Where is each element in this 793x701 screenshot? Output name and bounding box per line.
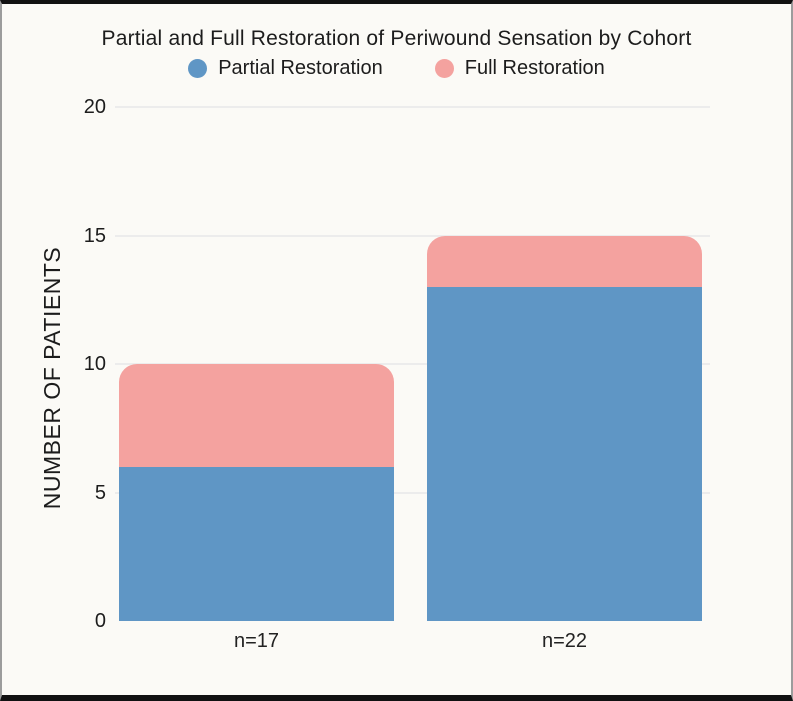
legend: Partial Restoration Full Restoration	[2, 57, 791, 80]
chart-title: Partial and Full Restoration of Periwoun…	[101, 27, 692, 50]
legend-dot-icon	[188, 59, 208, 78]
legend-label: Partial Restoration	[218, 57, 383, 79]
y-tick-label: 0	[94, 610, 106, 632]
y-tick-label: 20	[83, 96, 106, 118]
legend-dot-icon	[434, 59, 454, 78]
legend-item-partial-restoration: Partial Restoration	[188, 57, 383, 80]
legend-label: Full Restoration	[464, 57, 605, 79]
bar-segment-full-restoration	[427, 235, 702, 287]
gridline-y5	[115, 491, 710, 494]
x-tick-label: n=22	[541, 630, 588, 652]
y-tick-label: 10	[83, 353, 106, 375]
legend-item-full-restoration: Full Restoration	[434, 57, 605, 80]
gridline-y20	[115, 106, 710, 108]
bar-segment-full-restoration	[119, 364, 394, 467]
bar-n22	[427, 235, 702, 621]
y-tick-label: 15	[83, 224, 106, 247]
bar-segment-partial-restoration	[119, 466, 394, 621]
x-tick-label: n=17	[233, 630, 280, 652]
bar-n17	[119, 364, 394, 621]
bar-segment-partial-restoration	[427, 286, 702, 621]
y-tick-label: 5	[94, 481, 106, 504]
gridline-y15	[115, 234, 710, 237]
gridline-y10	[115, 363, 710, 365]
